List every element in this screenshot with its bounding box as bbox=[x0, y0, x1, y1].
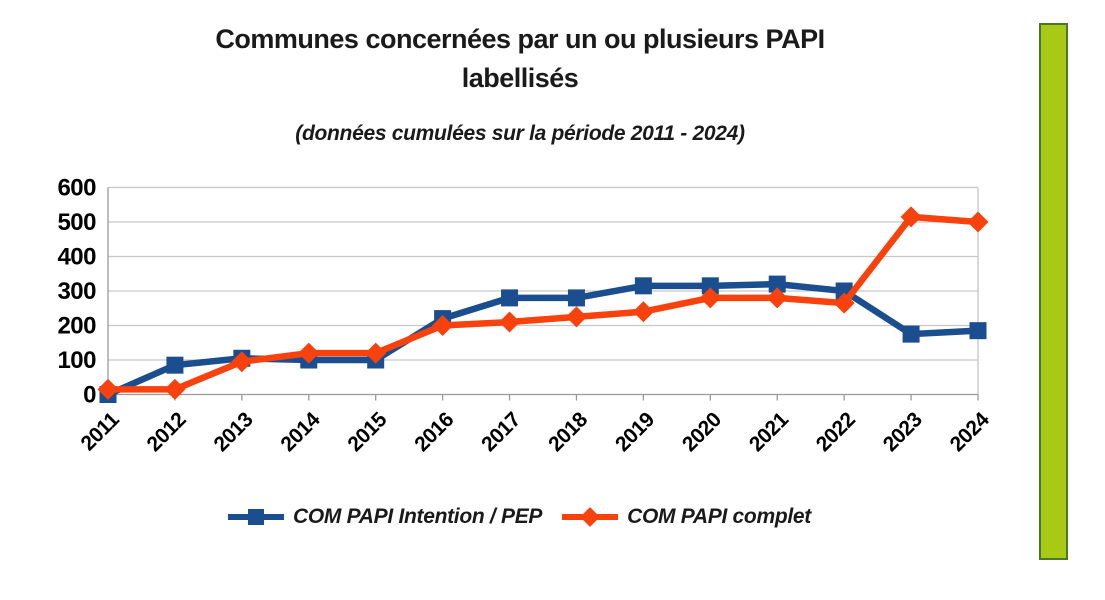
svg-text:2016: 2016 bbox=[410, 408, 458, 456]
svg-text:600: 600 bbox=[57, 175, 96, 202]
svg-text:400: 400 bbox=[57, 244, 96, 271]
legend-label-complet: COM PAPI complet bbox=[627, 505, 811, 528]
svg-text:2023: 2023 bbox=[879, 408, 927, 456]
svg-text:2022: 2022 bbox=[812, 408, 860, 456]
series-com-papi-complet bbox=[97, 206, 989, 400]
svg-text:2011: 2011 bbox=[76, 408, 124, 456]
svg-text:2018: 2018 bbox=[544, 408, 592, 456]
legend-label-intention-pep: COM PAPI Intention / PEP bbox=[293, 505, 543, 528]
legend-diamond bbox=[580, 507, 601, 527]
svg-text:300: 300 bbox=[57, 278, 96, 305]
svg-text:200: 200 bbox=[57, 313, 96, 340]
svg-text:500: 500 bbox=[57, 209, 96, 236]
svg-text:2020: 2020 bbox=[678, 408, 726, 456]
legend-item-intention-pep: COM PAPI Intention / PEP bbox=[228, 505, 542, 529]
svg-text:2019: 2019 bbox=[611, 408, 659, 456]
chart-title: Communes concernées par un ou plusieurs … bbox=[215, 24, 825, 93]
legend-square bbox=[248, 509, 265, 525]
legend-item-complet: COM PAPI complet bbox=[562, 505, 811, 529]
svg-text:2013: 2013 bbox=[209, 408, 257, 456]
right-green-bar bbox=[1039, 23, 1068, 560]
svg-text:2021: 2021 bbox=[745, 408, 793, 456]
svg-text:2017: 2017 bbox=[477, 408, 525, 456]
diamond-marker-icon bbox=[562, 506, 619, 528]
legend: COM PAPI Intention / PEP COM PAPI comple… bbox=[0, 499, 1039, 535]
square-marker-icon bbox=[228, 506, 285, 528]
svg-text:2015: 2015 bbox=[343, 408, 391, 456]
svg-text:0: 0 bbox=[83, 382, 96, 409]
svg-text:2024: 2024 bbox=[946, 408, 994, 456]
x-axis-labels: 2011 2012 2013 2014 2015 2016 2017 2018 2019 2020… bbox=[76, 408, 994, 456]
svg-text:2012: 2012 bbox=[143, 408, 191, 456]
svg-text:100: 100 bbox=[57, 347, 96, 374]
svg-text:2014: 2014 bbox=[276, 408, 324, 456]
y-axis-labels: 0 100 200 300 400 500 600 bbox=[57, 175, 96, 409]
chart-subtitle: (données cumulées sur la période 2011 - … bbox=[295, 122, 745, 145]
